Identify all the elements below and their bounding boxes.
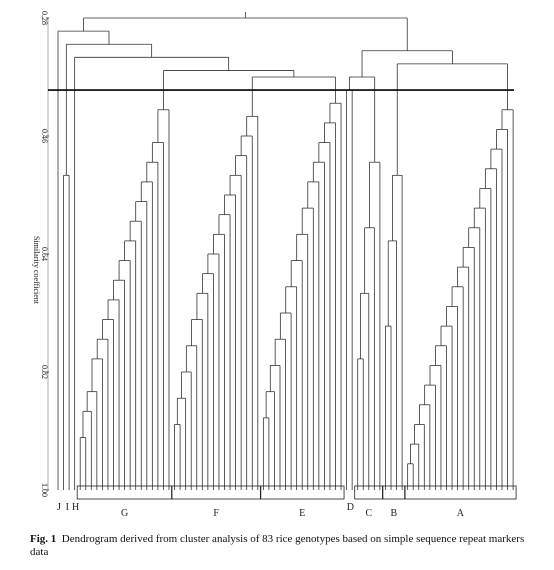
cluster-label: E [299, 508, 305, 519]
cluster-box [171, 485, 262, 500]
y-tick-label: 0.28 [40, 11, 49, 25]
cluster-box [404, 485, 517, 500]
y-axis-label: Similarity coefficient [32, 236, 41, 305]
cluster-label: G [121, 508, 128, 519]
cluster-box [259, 485, 345, 500]
cluster-label: J [57, 502, 61, 513]
cluster-label: A [457, 508, 465, 519]
cluster-box [76, 485, 173, 500]
y-tick-label: 1.00 [40, 483, 49, 497]
cluster-box [382, 485, 406, 500]
cluster-label: D [347, 502, 354, 513]
cluster-label: F [213, 508, 219, 519]
y-tick-label: 0.64 [40, 247, 49, 261]
caption-text: Dendrogram derived from cluster analysis… [30, 533, 525, 558]
cluster-box [354, 485, 384, 500]
y-tick-label: 0.82 [40, 365, 49, 379]
cluster-label: C [365, 508, 372, 519]
cluster-label: B [390, 508, 397, 519]
chart: Similarity coefficient 0.28 0.46 0.64 0.82 1… [32, 11, 517, 519]
cluster-label: I [66, 502, 69, 513]
cluster-label: H [72, 502, 79, 513]
y-tick-label: 0.46 [40, 129, 49, 143]
caption-label: Fig. 1 [30, 533, 57, 545]
caption: Fig. 1 Dendrogram derived from cluster a… [30, 533, 530, 559]
